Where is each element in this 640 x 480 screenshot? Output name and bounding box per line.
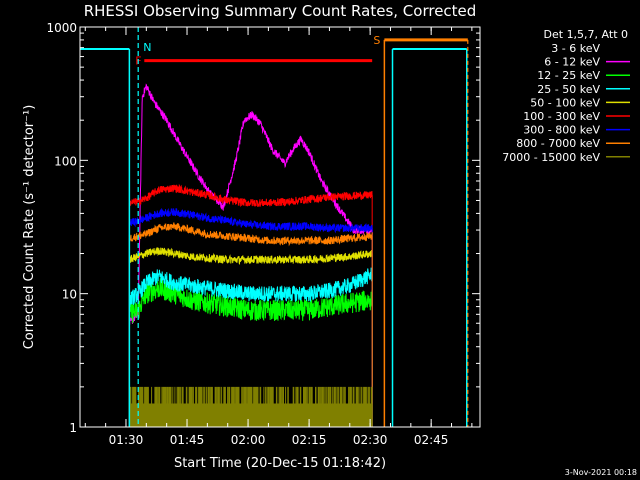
- chart-title: RHESSI Observing Summary Count Rates, Co…: [84, 2, 477, 20]
- series-line: [128, 278, 373, 324]
- series-line: [128, 222, 373, 247]
- legend-label: 12 - 25 keV: [537, 69, 600, 82]
- x-axis-label: Start Time (20-Dec-15 01:18:42): [174, 456, 386, 471]
- y-tick-label: 1: [69, 421, 77, 435]
- legend-label: 6 - 12 keV: [544, 56, 600, 69]
- legend-title: Det 1,5,7, Att 0: [544, 28, 628, 41]
- y-tick-label: 1000: [46, 21, 77, 35]
- axis-layer: 01:30 01:45 02:00 02:15 02:30 02:45 1 10 100 1000: [46, 21, 480, 447]
- y-tick-label: 10: [62, 288, 77, 302]
- x-tick-label: 02:30: [353, 433, 388, 447]
- x-tick-label: 02:45: [414, 433, 449, 447]
- y-axis-label: Corrected Count Rate (s⁻¹ detector⁻¹): [22, 105, 37, 350]
- legend-label: 3 - 6 keV: [551, 42, 600, 55]
- x-tick-label: 02:15: [292, 433, 327, 447]
- y-tick-label: 100: [54, 154, 77, 168]
- legend-label: 800 - 7000 keV: [516, 137, 600, 150]
- overlay-layer: FSN: [80, 27, 469, 427]
- flag-label-n: N: [143, 41, 151, 54]
- legend-label: 300 - 800 keV: [523, 124, 600, 137]
- legend-label: 50 - 100 keV: [530, 96, 600, 109]
- timestamp-footer: 3-Nov-2021 00:18: [565, 468, 637, 477]
- x-tick-label: 01:45: [170, 433, 205, 447]
- x-tick-label: 02:00: [231, 433, 266, 447]
- x-tick-label: 01:30: [109, 433, 144, 447]
- series-2: [128, 83, 373, 427]
- series-7000-15000-bars: [128, 386, 373, 427]
- plot-frame: [79, 26, 481, 428]
- legend-label: 25 - 50 keV: [537, 83, 600, 96]
- series-line: [128, 145, 373, 331]
- series-line: [128, 183, 373, 208]
- series-line: [128, 247, 373, 265]
- legend-label: 100 - 300 keV: [523, 110, 600, 123]
- series-layer: [128, 83, 373, 427]
- series-9: [128, 386, 373, 427]
- series-line: [129, 207, 373, 234]
- legend-label: 7000 - 15000 keV: [502, 151, 600, 164]
- flag-label-s: S: [373, 34, 380, 47]
- series-line: [128, 267, 373, 307]
